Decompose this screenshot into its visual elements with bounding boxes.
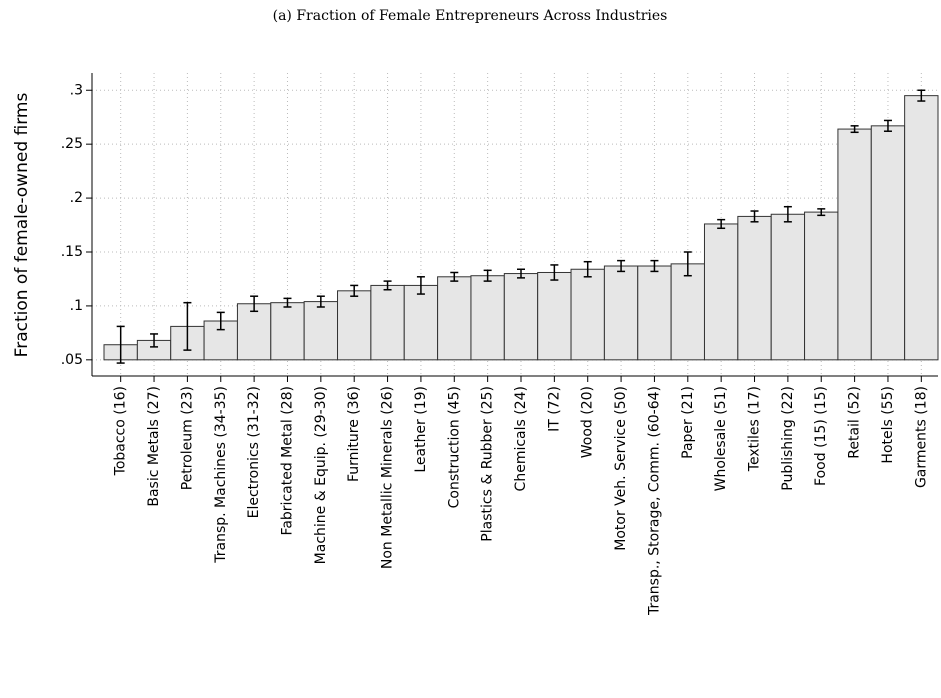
x-tick-label: Petroleum (23) [179,386,195,490]
bar [570,268,605,361]
error-bar [383,280,392,291]
error-bar [583,260,592,278]
bar [904,95,939,361]
error-bar [683,251,692,277]
x-tick-label: Electronics (31-32) [246,386,262,518]
error-bar [850,125,859,134]
error-bar [150,333,159,348]
bar [637,265,672,361]
error-bar [517,268,525,279]
x-tick-label: Wood (20) [580,386,596,458]
error-bar [783,205,792,223]
x-tick-label: Publishing (22) [780,386,796,491]
error-bar [550,264,559,281]
y-axis-label: Fraction of female-owned firms [12,93,32,358]
x-tick-label: Textiles (17) [747,386,763,472]
bar [503,273,539,361]
x-tick-label: Non Metallic Minerals (26) [380,386,396,569]
bar [804,211,839,361]
x-tick-label: Plastics & Rubber (25) [480,386,496,542]
bar [537,271,572,361]
x-tick-label: Retail (52) [847,386,863,459]
x-tick-label: Fabricated Metal (28) [279,386,295,535]
x-tick-label: Construction (45) [446,386,462,508]
x-tick-label: IT (72) [546,386,562,432]
error-bar [416,276,425,295]
error-bar [917,89,926,102]
bar [303,301,339,361]
bar [670,263,705,361]
bar [337,290,372,361]
error-bar [183,301,192,351]
error-bar [817,208,826,217]
x-tick-label: Furniture (36) [346,386,362,482]
error-bar [283,297,292,308]
bar [470,275,505,361]
x-tick-label: Basic Metals (27) [146,386,162,507]
x-tick-label: Tobacco (16) [113,386,129,476]
bar [603,265,639,361]
y-tick-label: .2 [70,190,83,206]
bar [403,284,439,361]
chart-title: (a) Fraction of Female Entrepreneurs Acr… [273,8,668,24]
x-tick-label: Wholesale (51) [713,386,729,491]
x-tick-label: Transp. Machines (34-35) [213,386,229,564]
x-tick-label: Leather (19) [413,386,429,473]
error-bar [216,311,225,331]
x-tick-label: Machine & Equip. (29-30) [313,386,329,564]
x-tick-label: Garments (18) [913,386,929,488]
x-tick-label: Food (15) (15) [813,386,829,486]
error-bar [883,119,892,132]
error-bar [717,218,726,230]
bar [370,284,405,361]
y-tick-label: .1 [70,298,83,314]
error-bar [250,295,259,313]
error-bar [350,284,359,297]
y-tick-label: .25 [61,136,83,152]
error-bar [116,325,125,364]
y-tick-label: .15 [61,244,83,260]
x-tick-label: Transp., Storage, Comm. (60-64) [646,386,662,616]
bar [837,128,872,361]
bar [236,303,272,361]
error-bar [316,295,325,308]
error-bar [450,271,459,282]
bar [437,276,472,361]
error-bar [650,259,659,273]
y-tick-label: .05 [61,352,83,368]
bar [703,223,739,361]
bar [737,215,772,361]
y-tick-label: .3 [70,82,83,98]
error-bar [617,259,626,273]
x-tick-label: Paper (21) [680,386,696,459]
bar [770,213,806,361]
bar [870,125,906,361]
x-tick-label: Chemicals (24) [513,386,529,491]
x-tick-label: Motor Veh. Service (50) [613,386,629,551]
error-bar [483,269,492,282]
error-bar [750,210,759,223]
x-tick-label: Hotels (55) [880,386,896,464]
bar [270,302,305,361]
